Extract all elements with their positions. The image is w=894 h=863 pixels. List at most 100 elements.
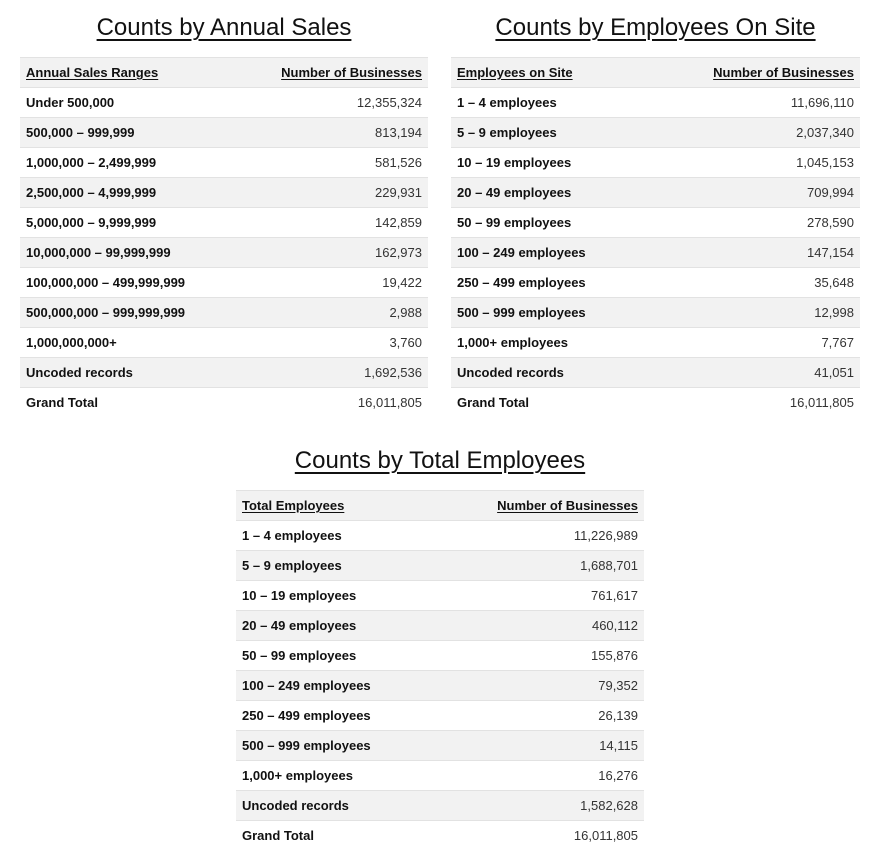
table-row: 5,000,000 – 9,999,999 142,859 (20, 207, 428, 238)
row-count: 35,648 (646, 267, 860, 298)
column-header-annual-sales-ranges: Annual Sales Ranges (20, 57, 236, 88)
row-count: 14,115 (431, 730, 644, 761)
row-count: 11,226,989 (431, 520, 644, 551)
row-label: Uncoded records (236, 790, 432, 821)
row-label: Under 500,000 (20, 87, 236, 118)
row-label: 10 – 19 employees (236, 580, 432, 611)
table-row: 100 – 249 employees 147,154 (451, 237, 860, 268)
total-employees-title: Counts by Total Employees (294, 447, 586, 474)
row-count: 2,037,340 (646, 117, 860, 148)
row-label: 250 – 499 employees (451, 267, 647, 298)
table-row: 20 – 49 employees 709,994 (451, 177, 860, 208)
table-row: 1,000+ employees 16,276 (236, 760, 644, 791)
row-count: 11,696,110 (646, 87, 860, 118)
table-row: 1,000+ employees 7,767 (451, 327, 860, 358)
table-row: 50 – 99 employees 278,590 (451, 207, 860, 238)
row-label: 1 – 4 employees (236, 520, 432, 551)
row-count: 41,051 (646, 357, 860, 388)
row-label: 100,000,000 – 499,999,999 (20, 267, 236, 298)
row-count: 460,112 (431, 610, 644, 641)
table-row: 1 – 4 employees 11,226,989 (236, 520, 644, 551)
table-row: Uncoded records 41,051 (451, 357, 860, 388)
grand-total-row: Grand Total 16,011,805 (20, 387, 428, 417)
row-label: Grand Total (242, 828, 314, 843)
row-label: 250 – 499 employees (236, 700, 432, 731)
row-count: 278,590 (646, 207, 860, 238)
row-label: 10,000,000 – 99,999,999 (20, 237, 236, 268)
row-label: 500,000,000 – 999,999,999 (20, 297, 236, 328)
row-label: 1,000+ employees (236, 760, 432, 791)
total-employees-table: Total Employees Number of Businesses 1 –… (236, 490, 644, 850)
row-count: 155,876 (431, 640, 644, 671)
row-label: 1,000,000 – 2,499,999 (20, 147, 236, 178)
row-count: 12,355,324 (235, 87, 428, 118)
column-header-total-employees: Total Employees (236, 490, 432, 521)
table-row: 10 – 19 employees 1,045,153 (451, 147, 860, 178)
table-row: 100 – 249 employees 79,352 (236, 670, 644, 701)
row-count: 79,352 (431, 670, 644, 701)
table-row: 100,000,000 – 499,999,999 19,422 (20, 267, 428, 298)
table-row: 500 – 999 employees 14,115 (236, 730, 644, 761)
row-label: 20 – 49 employees (236, 610, 432, 641)
table-row: 250 – 499 employees 35,648 (451, 267, 860, 298)
table-row: 250 – 499 employees 26,139 (236, 700, 644, 731)
column-header-number-of-businesses: Number of Businesses (431, 490, 644, 521)
table-row: 1 – 4 employees 11,696,110 (451, 87, 860, 118)
row-label: 5 – 9 employees (236, 550, 432, 581)
row-count: 761,617 (431, 580, 644, 611)
employees-on-site-table: Employees on Site Number of Businesses 1… (451, 57, 860, 417)
table-row: 500,000,000 – 999,999,999 2,988 (20, 297, 428, 328)
row-label: 5 – 9 employees (451, 117, 647, 148)
column-header-number-of-businesses: Number of Businesses (235, 57, 428, 88)
table-row: 1,000,000,000+ 3,760 (20, 327, 428, 358)
row-label: Uncoded records (20, 357, 236, 388)
row-label: 50 – 99 employees (236, 640, 432, 671)
row-count: 581,526 (235, 147, 428, 178)
row-count: 2,988 (235, 297, 428, 328)
table-row: 5 – 9 employees 2,037,340 (451, 117, 860, 148)
row-label: 100 – 249 employees (236, 670, 432, 701)
table-header-row: Employees on Site Number of Businesses (451, 57, 860, 88)
row-count: 142,859 (235, 207, 428, 238)
grand-total-row: Grand Total 16,011,805 (451, 387, 860, 417)
table-header-row: Total Employees Number of Businesses (236, 490, 644, 521)
row-count: 16,011,805 (357, 395, 422, 410)
row-label: 5,000,000 – 9,999,999 (20, 207, 236, 238)
employees-on-site-title: Counts by Employees On Site (495, 14, 816, 41)
row-count: 16,011,805 (789, 395, 854, 410)
row-label: 1,000+ employees (451, 327, 647, 358)
row-label: 100 – 249 employees (451, 237, 647, 268)
row-label: 2,500,000 – 4,999,999 (20, 177, 236, 208)
table-row: Uncoded records 1,582,628 (236, 790, 644, 821)
annual-sales-panel: Counts by Annual Sales Annual Sales Rang… (20, 12, 428, 417)
table-row: 50 – 99 employees 155,876 (236, 640, 644, 671)
table-row: Uncoded records 1,692,536 (20, 357, 428, 388)
row-count: 147,154 (646, 237, 860, 268)
annual-sales-title: Counts by Annual Sales (96, 14, 352, 41)
row-label: Grand Total (26, 395, 98, 410)
table-row: 500,000 – 999,999 813,194 (20, 117, 428, 148)
row-count: 1,688,701 (431, 550, 644, 581)
row-count: 1,045,153 (646, 147, 860, 178)
table-row: 1,000,000 – 2,499,999 581,526 (20, 147, 428, 178)
row-count: 12,998 (646, 297, 860, 328)
row-count: 7,767 (646, 327, 860, 358)
row-label: 1,000,000,000+ (20, 327, 236, 358)
table-row: Under 500,000 12,355,324 (20, 87, 428, 118)
row-label: Grand Total (457, 395, 529, 410)
row-label: Uncoded records (451, 357, 647, 388)
row-count: 229,931 (235, 177, 428, 208)
row-count: 162,973 (235, 237, 428, 268)
row-count: 1,582,628 (431, 790, 644, 821)
annual-sales-table: Annual Sales Ranges Number of Businesses… (20, 57, 428, 417)
table-row: 10,000,000 – 99,999,999 162,973 (20, 237, 428, 268)
row-count: 16,011,805 (573, 828, 638, 843)
row-count: 16,276 (431, 760, 644, 791)
row-count: 26,139 (431, 700, 644, 731)
total-employees-rows: 1 – 4 employees 11,226,989 5 – 9 employees… (236, 520, 644, 850)
row-label: 1 – 4 employees (451, 87, 647, 118)
column-header-number-of-businesses: Number of Businesses (646, 57, 860, 88)
row-label: 500 – 999 employees (236, 730, 432, 761)
table-row: 20 – 49 employees 460,112 (236, 610, 644, 641)
table-row: 5 – 9 employees 1,688,701 (236, 550, 644, 581)
